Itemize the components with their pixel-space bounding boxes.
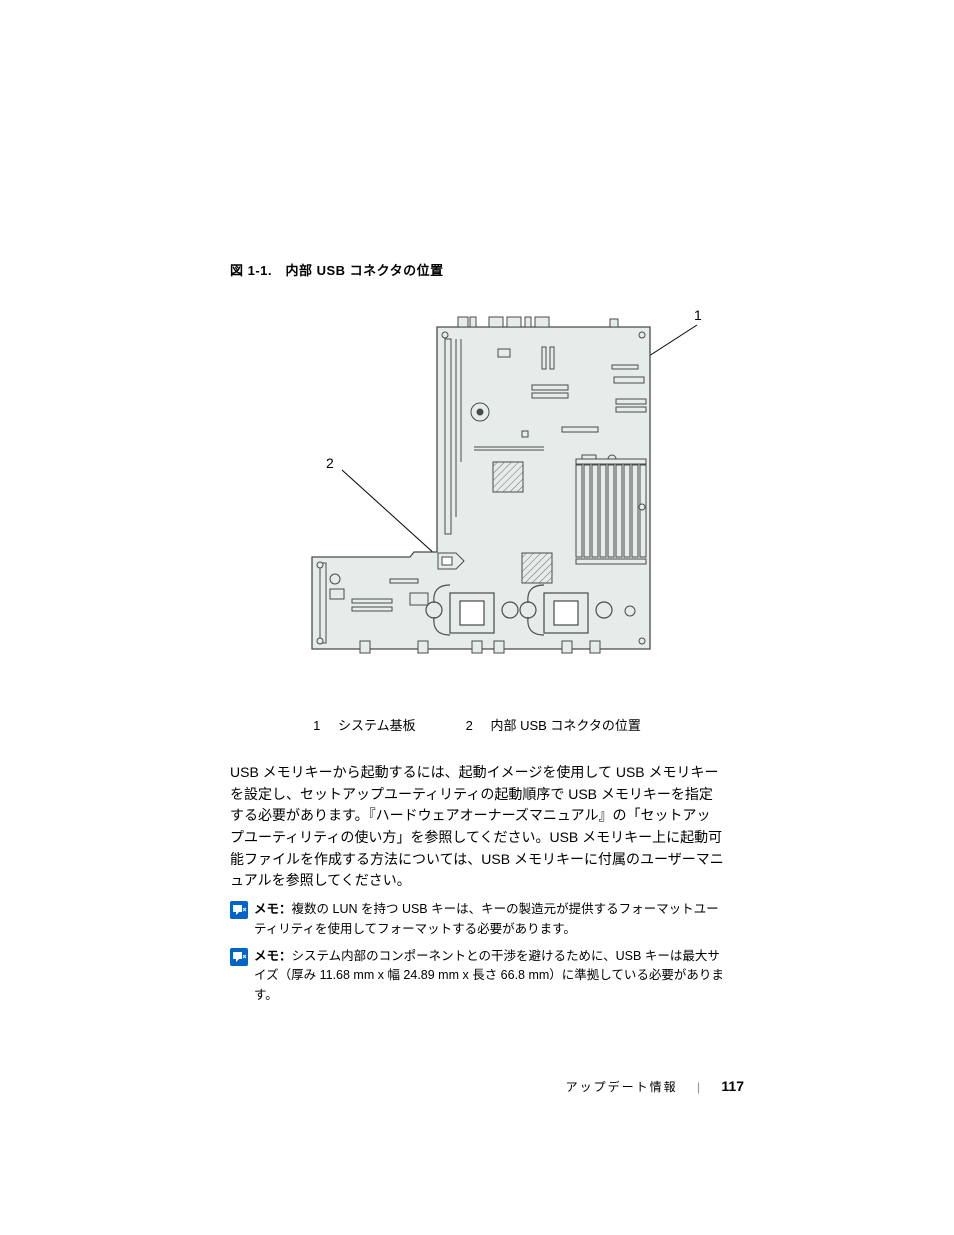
figure-legend: 1 システム基板 2 内部 USB コネクタの位置 bbox=[230, 715, 724, 734]
document-page: 図 1-1. 内部 USB コネクタの位置 1 2 bbox=[0, 0, 954, 1235]
legend-text-2: 内部 USB コネクタの位置 bbox=[490, 718, 640, 733]
motherboard-svg bbox=[242, 307, 712, 677]
page-footer: アップデート情報 | 117 bbox=[566, 1078, 744, 1095]
legend-num-1: 1 bbox=[313, 718, 320, 733]
figure-caption: 図 1-1. 内部 USB コネクタの位置 bbox=[230, 260, 724, 279]
note-icon bbox=[230, 901, 248, 919]
body-paragraph: USB メモリキーから起動するには、起動イメージを使用して USB メモリキーを… bbox=[230, 762, 724, 892]
memo-note-2: メモ：システム内部のコンポーネントとの干渉を避けるために、USB キーは最大サイ… bbox=[230, 947, 724, 1005]
memo2-text: システム内部のコンポーネントとの干渉を避けるために、USB キーは最大サイズ（厚… bbox=[254, 949, 724, 1002]
footer-page-number: 117 bbox=[721, 1078, 744, 1094]
callout-label-1: 1 bbox=[694, 307, 702, 323]
legend-item-1: 1 システム基板 bbox=[313, 715, 415, 734]
note-icon bbox=[230, 948, 248, 966]
callout-label-2: 2 bbox=[326, 455, 334, 471]
motherboard-diagram: 1 2 bbox=[242, 307, 712, 687]
memo1-text: 複数の LUN を持つ USB キーは、キーの製造元が提供するフォーマットユーテ… bbox=[254, 902, 719, 935]
footer-divider: | bbox=[697, 1080, 702, 1094]
legend-item-2: 2 内部 USB コネクタの位置 bbox=[466, 715, 641, 734]
memo-note-1: メモ：複数の LUN を持つ USB キーは、キーの製造元が提供するフォーマット… bbox=[230, 900, 724, 939]
legend-num-2: 2 bbox=[466, 718, 473, 733]
memo2-label: メモ： bbox=[254, 949, 292, 963]
legend-text-1: システム基板 bbox=[338, 718, 416, 733]
memo1-label: メモ： bbox=[254, 902, 292, 916]
footer-section: アップデート情報 bbox=[566, 1080, 678, 1094]
